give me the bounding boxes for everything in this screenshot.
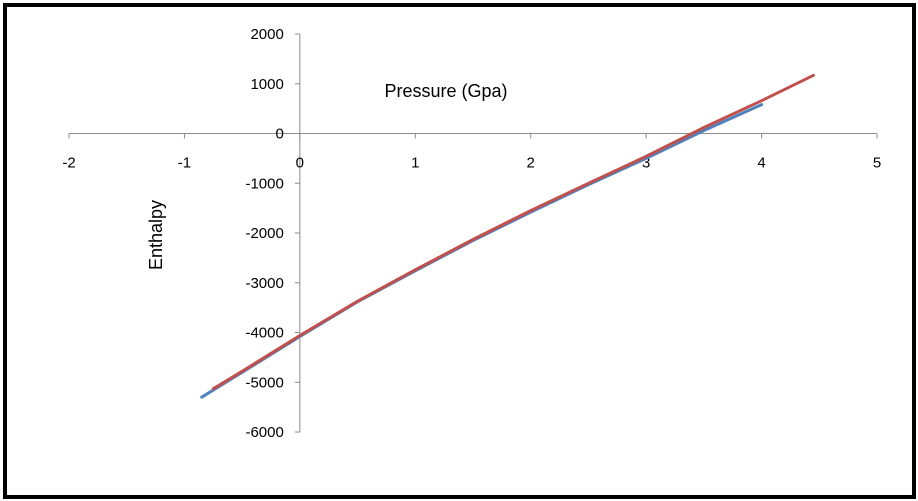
y-tick-label: -1000 [245,175,283,192]
y-axis-title: Enthalpy [146,200,166,270]
y-tick-label: -3000 [245,275,283,292]
y-tick-label: -5000 [245,374,283,391]
series-line-1 [200,103,764,399]
y-tick-labels: 2000 1000 0 -1000 -2000 -3000 -4000 -5000 -6000 [245,26,300,441]
y-tick-label: 0 [276,126,284,143]
series-line-2 [211,73,815,391]
x-tick-label: 1 [411,155,419,172]
chart-frame [3,3,916,499]
x-tick-label: 3 [642,155,650,172]
x-tick-label: 2 [527,155,535,172]
x-tick-label: 4 [757,155,765,172]
x-tick-label: 5 [873,155,881,172]
x-axis-title: Pressure (Gpa) [384,81,507,101]
y-tick-label: -4000 [245,325,283,342]
y-tick-label: -2000 [245,225,283,242]
x-tick-labels: -2 -1 0 1 2 3 4 5 [62,133,881,172]
x-tick-label: -2 [62,155,75,172]
y-tick-label: -6000 [245,424,283,441]
series-layer [200,73,815,399]
y-tick-label: 2000 [250,26,283,43]
x-tick-label: 0 [296,155,304,172]
y-tick-label: 1000 [250,76,283,93]
x-tick-label: -1 [178,155,191,172]
